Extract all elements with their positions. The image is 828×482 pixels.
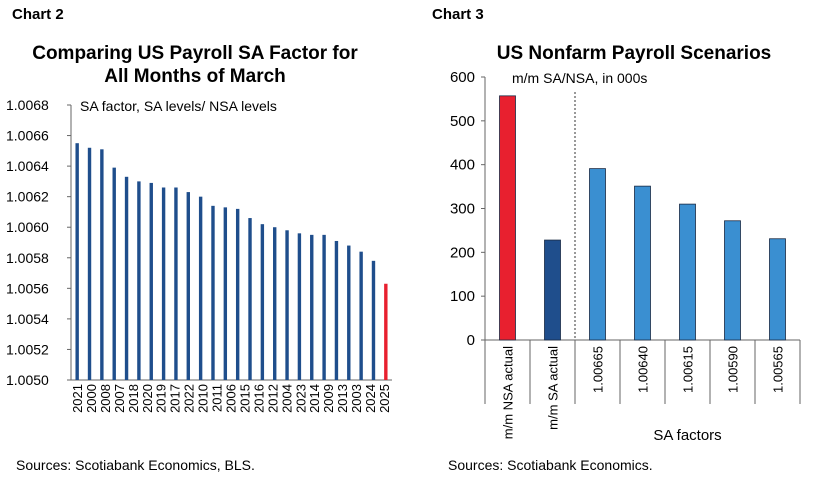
x-tick-label: 2014 [307, 384, 322, 413]
y-tick-label: 1.0066 [6, 128, 49, 144]
bar [124, 176, 129, 380]
bar [235, 208, 240, 380]
x-tick-label: 2017 [168, 384, 183, 413]
bar [589, 168, 606, 341]
x-tick-label: 1.00590 [726, 346, 741, 393]
x-tick-label: 2023 [293, 384, 308, 413]
chart-2-source: Sources: Scotiabank Economics, BLS. [16, 457, 255, 473]
x-tick-label: 2000 [84, 384, 99, 413]
x-tick-label: 2021 [70, 384, 85, 413]
x-tick-label: 1.00565 [771, 346, 786, 393]
y-tick-label: 500 [450, 113, 475, 130]
y-tick-label: 1.0064 [6, 158, 49, 174]
bar [544, 239, 561, 341]
y-tick-label: 1.0052 [6, 341, 49, 357]
x-tick-label: 2024 [363, 384, 378, 413]
group-label: SA factors [653, 427, 721, 444]
bar [769, 238, 786, 341]
bar [186, 192, 190, 380]
y-tick-label: 1.0054 [6, 311, 49, 327]
y-tick-label: 1.0068 [6, 97, 49, 113]
x-tick-label: 2007 [112, 384, 127, 413]
chart-3-plot: 0 100 200 300 400 500 600 m/m NSA actual m/m SA … [450, 69, 801, 444]
bar [149, 182, 153, 380]
chart-3-title: US Nonfarm Payroll Scenarios [496, 43, 772, 64]
bar [359, 251, 363, 380]
x-tick-label: 2008 [98, 384, 113, 413]
x-tick-label: 2019 [154, 384, 169, 413]
bar [260, 224, 265, 380]
x-tick-label: 2018 [126, 384, 141, 413]
bar [137, 181, 141, 380]
chart-2-title-line1: Comparing US Payroll SA Factor for [32, 43, 358, 64]
y-tick-label: 600 [450, 69, 475, 86]
bar [174, 187, 178, 380]
y-tick-label: 300 [450, 201, 475, 218]
y-tick-label: 1.0058 [6, 250, 49, 266]
bar [371, 260, 376, 380]
x-tick-label: 2012 [265, 384, 280, 413]
bar [75, 143, 79, 380]
y-tick-label: 400 [450, 157, 475, 174]
bar [499, 95, 516, 341]
bar [347, 245, 351, 380]
chart-2-title-line2: All Months of March [104, 66, 286, 87]
x-tick-label: m/m SA actual [546, 346, 561, 430]
x-tick-label: 2013 [335, 384, 350, 413]
bar [223, 207, 228, 380]
chart-3-source: Sources: Scotiabank Economics. [448, 457, 653, 473]
x-tick-label: 2025 [377, 384, 392, 413]
x-tick-label: 2020 [140, 384, 155, 413]
y-tick-label: 200 [450, 244, 475, 261]
x-tick-label: 1.00640 [636, 346, 651, 393]
chart-3-subtitle: m/m SA/NSA, in 000s [512, 70, 648, 86]
x-tick-label: 2022 [182, 384, 197, 413]
chart-2-panel: Chart 2 Comparing US Payroll SA Factor f… [0, 6, 392, 473]
bar [724, 220, 741, 341]
bar [112, 167, 116, 380]
y-tick-label: 1.0056 [6, 280, 49, 296]
x-tick-label: 2011 [210, 384, 225, 412]
bar [634, 185, 651, 341]
x-tick-label: 2006 [224, 384, 239, 413]
x-tick-label: 2015 [237, 384, 252, 413]
bar [198, 196, 203, 380]
x-tick-label: 2004 [279, 384, 294, 413]
x-tick-label: 1.00615 [681, 346, 696, 393]
y-tick-label: 1.0050 [6, 372, 49, 388]
chart-3-label: Chart 3 [432, 6, 484, 23]
chart-3-panel: Chart 3 US Nonfarm Payroll Scenarios m/m… [414, 0, 828, 482]
bar [161, 187, 166, 380]
y-tick-label: 1.0062 [6, 189, 49, 205]
y-tick-label: 0 [467, 332, 475, 349]
bar [334, 240, 339, 380]
bar [384, 283, 388, 380]
x-tick-label: 2009 [321, 384, 336, 413]
x-tick-label: 1.00665 [591, 346, 606, 393]
x-tick-label: m/m NSA actual [501, 346, 516, 439]
bar [273, 227, 277, 380]
bar [285, 230, 289, 380]
bar [248, 218, 252, 380]
bar [310, 234, 314, 380]
y-tick-label: 1.0060 [6, 219, 49, 235]
chart-2-label: Chart 2 [12, 6, 64, 23]
bar [87, 147, 92, 380]
x-tick-label: 2010 [196, 384, 211, 413]
bar [211, 205, 215, 380]
bar [100, 149, 104, 380]
chart-2-plot: 1.0050 1.0052 1.0054 1.0056 1.0058 1.0060 1.00… [6, 97, 392, 413]
chart-2-subtitle: SA factor, SA levels/ NSA levels [80, 98, 277, 114]
chart-2-title: Comparing US Payroll SA Factor for All M… [0, 42, 390, 88]
bar [322, 234, 326, 380]
bar [679, 203, 696, 341]
bar [297, 233, 302, 380]
x-tick-label: 2016 [251, 384, 266, 413]
y-tick-label: 100 [450, 288, 475, 305]
x-tick-label: 2003 [349, 384, 364, 413]
